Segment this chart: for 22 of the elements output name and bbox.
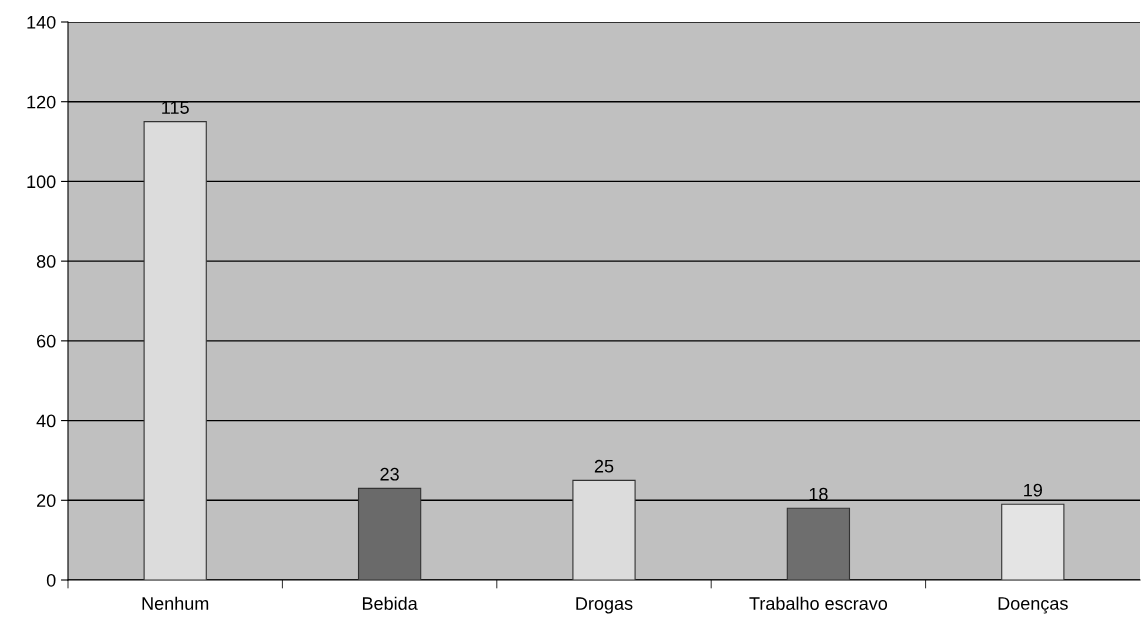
bar: [357, 487, 422, 580]
y-tick-label: 120: [27, 95, 56, 109]
bar: [1001, 503, 1065, 580]
y-tick-label: 20: [37, 494, 56, 508]
y-tick-label: 40: [36, 414, 56, 428]
bar: [143, 121, 207, 580]
x-tick-label: Trabalho escravo: [749, 596, 888, 610]
y-tick-label: 80: [36, 255, 56, 268]
y-tick-label: 0: [46, 573, 56, 587]
y-tick-label: 100: [27, 175, 56, 189]
data-label: 23: [380, 467, 399, 481]
data-label: 25: [594, 459, 614, 473]
data-label: 19: [1024, 483, 1042, 497]
x-tick-label: Drogas: [576, 597, 633, 614]
x-tick-label: Doenças: [998, 597, 1068, 614]
y-tick-label: 140: [27, 15, 56, 29]
y-tick-label: 60: [37, 334, 56, 348]
x-tick-label: Nenhum: [142, 596, 209, 610]
bar: [786, 507, 851, 580]
x-tick-label: Bebida: [362, 596, 418, 610]
data-label: 18: [809, 487, 828, 501]
bar: [572, 479, 636, 580]
